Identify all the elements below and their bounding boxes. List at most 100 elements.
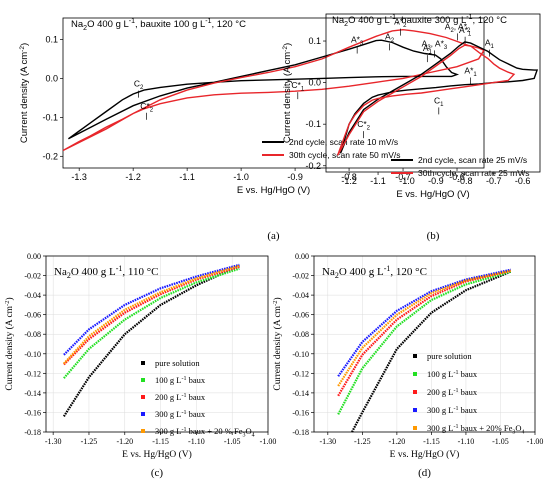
y-axis-label: Current density (A cm-2) xyxy=(272,297,283,390)
peak-annotation: C*2 xyxy=(140,101,153,114)
x-tick-label: -0.6 xyxy=(515,176,531,186)
peak-annotation: A3, A*3 xyxy=(422,38,448,51)
legend-label: 200 g L-1 baux xyxy=(427,387,478,397)
y-tick-label: 0.00 xyxy=(27,252,41,261)
series-line-1 xyxy=(336,44,516,156)
x-tick-label: -1.20 xyxy=(389,437,406,446)
peak-annotation: C*1 xyxy=(291,80,304,93)
y-tick-label: 0.1 xyxy=(308,36,321,46)
x-tick-label: -0.9 xyxy=(287,172,303,182)
legend-swatch xyxy=(413,354,417,358)
x-tick-label: -1.2 xyxy=(341,176,357,186)
panel-title: Na2O 400 g L-1, bauxite 300 g L-1, 120 °… xyxy=(332,14,507,28)
x-tick-label: -0.7 xyxy=(395,172,411,182)
panel-caption: (a) xyxy=(267,230,280,242)
peak-annotation: A1 xyxy=(423,43,433,56)
series-line-3 xyxy=(63,263,240,356)
x-axis-label: E vs. Hg/HgO (V) xyxy=(390,449,460,460)
x-tick-label: -1.00 xyxy=(260,437,277,446)
x-tick-label: -1.25 xyxy=(81,437,98,446)
y-tick-label: -0.12 xyxy=(292,369,309,378)
x-tick-label: -0.9 xyxy=(428,176,444,186)
legend-swatch xyxy=(413,426,417,430)
legend-label: 300 g L-1 baux xyxy=(155,409,206,419)
x-tick-label: -1.3 xyxy=(71,172,87,182)
x-axis-label: E vs. Hg/HgO (V) xyxy=(237,185,310,196)
x-tick-label: -1.30 xyxy=(45,437,62,446)
x-tick-label: -1.1 xyxy=(179,172,195,182)
x-tick-label: -1.05 xyxy=(224,437,241,446)
x-tick-label: -1.10 xyxy=(458,437,475,446)
x-tick-label: -1.20 xyxy=(116,437,133,446)
y-tick-label: -0.04 xyxy=(292,291,309,300)
series-line-2 xyxy=(63,265,240,366)
panel-d: -1.30 -1.25 -1.20 -1.15 -1.10 -1.05 -1.00 -0.18… xyxy=(272,252,543,479)
legend-label: pure solution xyxy=(155,358,200,368)
peak-annotation: A2 xyxy=(385,31,395,44)
y-tick-label: -0.1 xyxy=(42,112,58,122)
x-tick-label: -1.0 xyxy=(233,172,249,182)
series-line-0 xyxy=(67,39,460,140)
y-tick-label: -0.08 xyxy=(292,330,309,339)
peak-annotation: A*3 xyxy=(351,35,364,48)
legend-swatch xyxy=(413,372,417,376)
y-tick-label: -0.06 xyxy=(24,311,41,320)
legend-swatch xyxy=(413,408,417,412)
y-tick-label: -0.18 xyxy=(292,428,309,437)
x-axis-label: E vs. Hg/HgO (V) xyxy=(122,449,192,460)
legend-swatch xyxy=(141,395,145,399)
x-tick-label: -0.6 xyxy=(449,172,465,182)
peak-annotation: A*1 xyxy=(459,25,472,38)
plot-frame xyxy=(325,13,541,173)
peak-annotation: A*2 xyxy=(394,17,407,30)
panel-caption: (d) xyxy=(418,467,431,479)
y-axis-label: Current density (A cm-2) xyxy=(282,43,293,143)
x-axis-label: E vs. Hg/HgO (V) xyxy=(396,189,469,200)
series-line-4 xyxy=(63,264,240,365)
y-tick-label: -0.14 xyxy=(24,389,41,398)
legend-label: 30th cycle, scan rate 25 mV/s xyxy=(418,168,530,178)
x-tick-label: -1.1 xyxy=(370,176,386,186)
x-tick-label: -1.05 xyxy=(492,437,509,446)
y-tick-label: -0.18 xyxy=(24,428,41,437)
series-line-3 xyxy=(337,268,512,377)
peak-annotation: C2 xyxy=(134,79,144,92)
peak-annotation: C1 xyxy=(434,95,444,108)
y-tick-label: -0.2 xyxy=(305,161,321,171)
y-tick-label: -0.2 xyxy=(42,151,58,161)
legend-label: 2nd cycle, scan rate 25 mV/s xyxy=(418,155,527,165)
y-tick-label: 0.0 xyxy=(308,78,321,88)
y-tick-label: 0.00 xyxy=(295,252,309,261)
x-tick-label: -1.2 xyxy=(125,172,141,182)
legend-label: pure solution xyxy=(427,351,472,361)
y-tick-label: 0.1 xyxy=(45,34,58,44)
panel-c: -1.30 -1.25 -1.20 -1.15 -1.10 -1.05 -1.00 -0.18… xyxy=(4,252,276,479)
legend-label: 300 g L-1 baux + 20% Fe3O4 xyxy=(427,423,525,436)
x-tick-label: -1.30 xyxy=(319,437,336,446)
plot-frame xyxy=(45,255,269,433)
y-tick-label: 0.0 xyxy=(45,73,58,83)
panel-a: -1.3 -1.2 -1.1 -1.0 -0.9 -0.8 -0.7 -0.6 -0.2 -0.1… xyxy=(19,17,486,242)
peak-annotation: A1 xyxy=(485,38,495,51)
y-tick-label: -0.14 xyxy=(292,389,309,398)
legend-label: 100 g L-1 baux xyxy=(155,375,206,385)
peak-annotation: A2, A*2 xyxy=(445,21,471,33)
x-tick-label: -1.15 xyxy=(152,437,169,446)
y-tick-label: -0.02 xyxy=(292,272,309,281)
legend-swatch xyxy=(141,429,145,433)
y-tick-label: -0.02 xyxy=(24,272,41,281)
series-line-1 xyxy=(63,267,240,379)
legend-label: 200 g L-1 baux xyxy=(155,392,206,402)
legend-label: 300 g L-1 baux xyxy=(427,405,478,415)
y-tick-label: -0.10 xyxy=(24,350,41,359)
panel-caption: (c) xyxy=(151,467,164,479)
x-tick-label: -1.10 xyxy=(188,437,205,446)
panel-b: -1.2 -1.1 -1.0 -0.9 -0.8 -0.7 -0.6 -0.2 -0.1 0.0 0… xyxy=(282,13,541,242)
legend-label: 30th cycle, scan rate 50 mV/s xyxy=(289,150,401,160)
panel-caption: (b) xyxy=(427,230,440,242)
y-axis-label: Current density (A cm-2) xyxy=(4,297,15,390)
y-tick-label: -0.04 xyxy=(24,291,41,300)
peak-annotation: A*1 xyxy=(464,65,477,78)
y-tick-label: -0.16 xyxy=(24,408,41,417)
